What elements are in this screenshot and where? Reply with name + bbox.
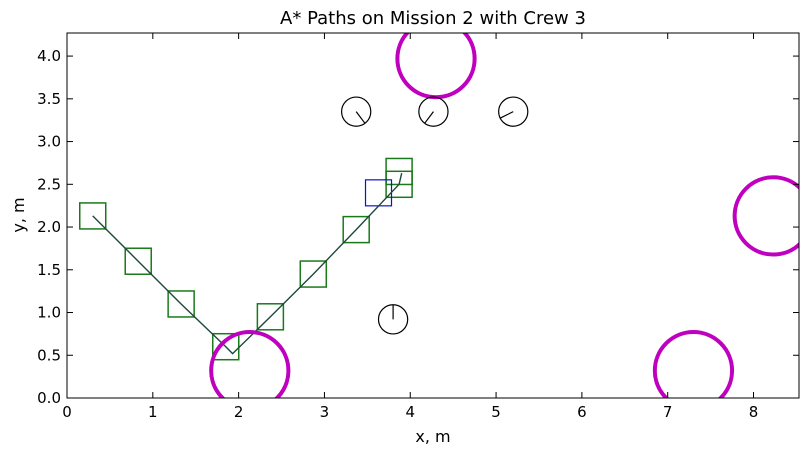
- plot-frame: [66, 32, 800, 399]
- x-tick-label-1: 1: [148, 403, 158, 421]
- y-tick-label-5: 2.5: [37, 175, 61, 193]
- crew-heading-0: [355, 111, 366, 124]
- path-square-0: [78, 202, 107, 230]
- path-square-4: [256, 303, 285, 331]
- x-tick-label-8: 8: [749, 403, 759, 421]
- obstacle-circle-0: [209, 330, 291, 398]
- path-square-6: [342, 215, 370, 244]
- obstacle-circle-3: [652, 330, 735, 398]
- path-square-5: [299, 260, 328, 288]
- path-square-2: [167, 290, 195, 318]
- y-tick-label-1: 0.5: [37, 346, 61, 364]
- path-line-0: [92, 173, 403, 355]
- y-tick-label-6: 3.0: [37, 133, 61, 151]
- y-tick-label-7: 3.5: [37, 90, 61, 108]
- crew-circle-1: [418, 96, 449, 127]
- x-tick-label-4: 4: [405, 403, 415, 421]
- x-tick-label-0: 0: [62, 403, 72, 421]
- x-axis-label: x, m: [415, 427, 450, 446]
- crew-heading-2: [499, 111, 514, 119]
- x-tick-label-6: 6: [577, 403, 587, 421]
- crew-circle-2: [498, 96, 529, 127]
- x-tick-label-5: 5: [491, 403, 501, 421]
- y-tick-label-0: 0.0: [37, 389, 61, 407]
- path-square-1: [124, 247, 152, 275]
- x-tick-label-3: 3: [320, 403, 330, 421]
- x-tick-label-7: 7: [663, 403, 673, 421]
- y-axis-label: y, m: [9, 197, 28, 232]
- chart-title: A* Paths on Mission 2 with Crew 3: [280, 8, 586, 29]
- crew-circle-0: [341, 96, 372, 127]
- x-tick-label-2: 2: [234, 403, 244, 421]
- obstacle-circle-1: [395, 33, 477, 100]
- obstacle-circle-2: [732, 175, 799, 257]
- y-tick-label-8: 4.0: [37, 47, 61, 65]
- crew-heading-1: [424, 111, 434, 124]
- y-tick-label-4: 2.0: [37, 218, 61, 236]
- y-tick-label-2: 1.0: [37, 304, 61, 322]
- y-tick-label-3: 1.5: [37, 261, 61, 279]
